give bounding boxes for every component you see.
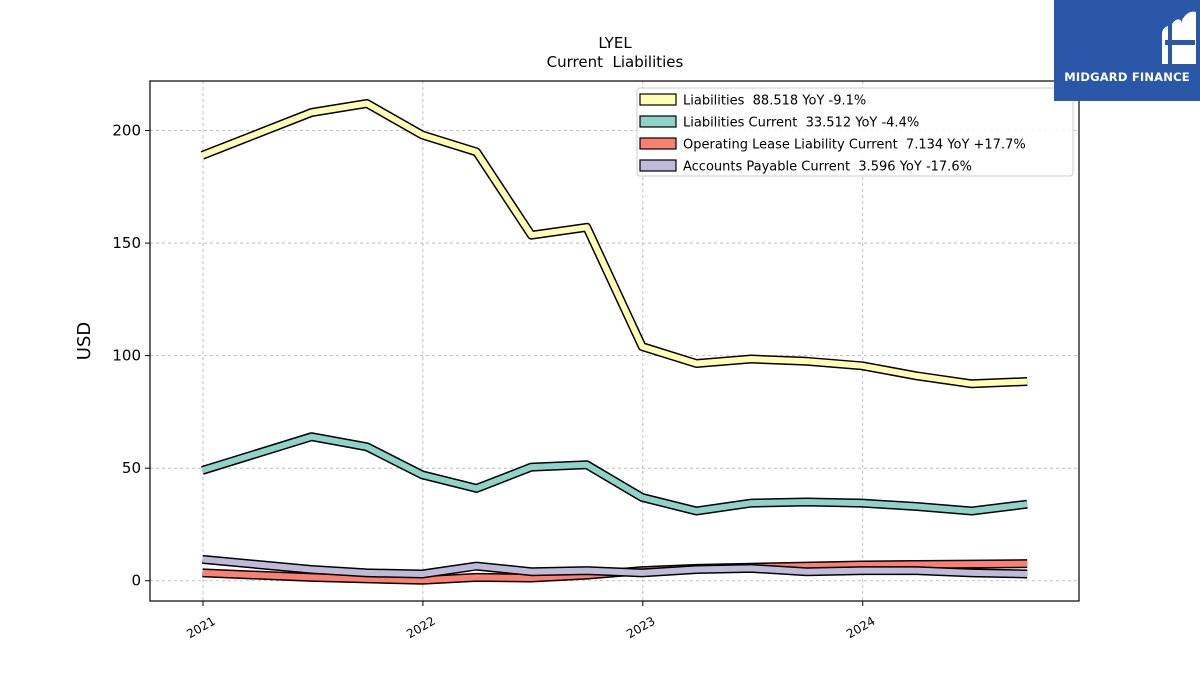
y-tick-label: 150	[112, 234, 141, 252]
y-tick-label: 50	[122, 459, 141, 477]
series-stroke	[201, 100, 1028, 387]
x-tick-label: 2022	[404, 614, 437, 641]
series-line-4	[201, 554, 1028, 579]
legend-swatch	[639, 137, 677, 150]
legend-frame	[636, 87, 1074, 177]
y-tick-label: 100	[112, 347, 141, 365]
logo-text: MIDGARD FINANCE	[1064, 70, 1190, 84]
legend-label: Operating Lease Liability Current 7.134 …	[683, 138, 1026, 153]
legend-swatch	[639, 159, 677, 172]
series-line-1	[200, 99, 1028, 389]
x-tick-label: 2024	[844, 614, 877, 641]
midgard-finance-logo: MIDGARD FINANCE	[1054, 0, 1200, 101]
chart-subtitle: Current Liabilities	[547, 53, 684, 71]
plot-area-frame	[149, 80, 1080, 602]
x-tick-label: 2021	[184, 614, 217, 641]
legend-label: Liabilities Current 33.512 YoY -4.4%	[683, 116, 919, 131]
series-stroke	[201, 433, 1028, 514]
legend: Liabilities 88.518 YoY -9.1% Liabilities …	[636, 87, 1074, 177]
series-line-2	[201, 432, 1028, 516]
legend-swatch	[639, 115, 677, 128]
legend-label: Liabilities 88.518 YoY -9.1%	[683, 94, 866, 109]
y-tick-label: 200	[112, 122, 141, 140]
midgard-logo-icon	[1162, 11, 1196, 64]
series-stroke	[202, 556, 1028, 577]
legend-label: Accounts Payable Current 3.596 YoY -17.6…	[683, 160, 972, 175]
x-tick-label: 2023	[624, 614, 657, 641]
y-tick-label: 0	[131, 572, 141, 590]
legend-swatch	[639, 93, 677, 106]
series-outline	[201, 432, 1028, 516]
y-axis-label: USD	[74, 322, 95, 360]
chart-title: LYEL	[598, 34, 632, 52]
